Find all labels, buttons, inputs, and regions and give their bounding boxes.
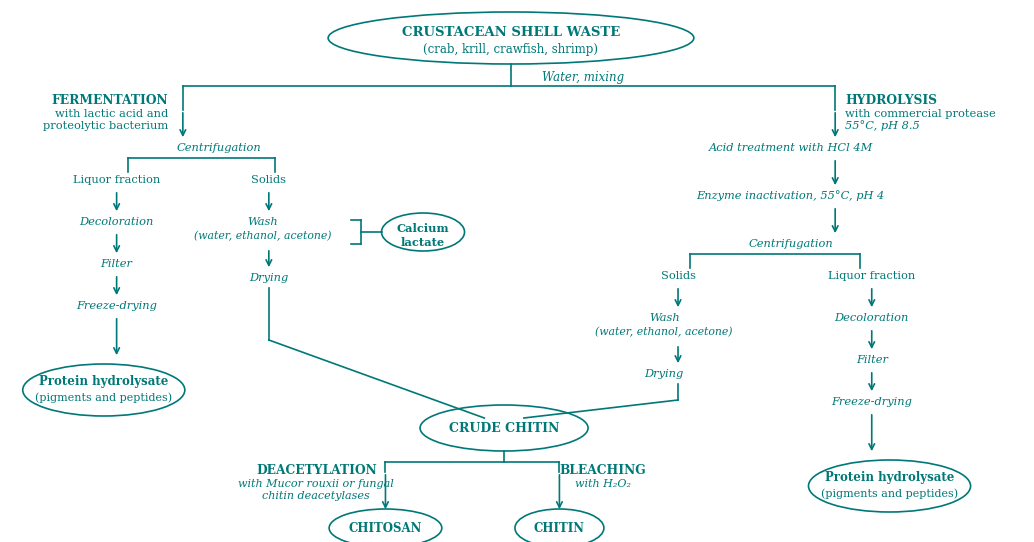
Text: with commercial protease: with commercial protease <box>845 109 996 119</box>
Text: Calcium: Calcium <box>397 223 450 234</box>
Text: proteolytic bacterium: proteolytic bacterium <box>42 121 168 131</box>
Text: DEACETYLATION: DEACETYLATION <box>255 463 376 476</box>
Text: Enzyme inactivation, 55°C, pH 4: Enzyme inactivation, 55°C, pH 4 <box>697 191 885 202</box>
Text: CRUSTACEAN SHELL WASTE: CRUSTACEAN SHELL WASTE <box>402 25 620 38</box>
Text: FERMENTATION: FERMENTATION <box>52 94 168 106</box>
Text: Protein hydrolysate: Protein hydrolysate <box>825 472 954 485</box>
Text: Freeze-drying: Freeze-drying <box>77 301 157 311</box>
Text: Centrifugation: Centrifugation <box>749 239 833 249</box>
Text: (water, ethanol, acetone): (water, ethanol, acetone) <box>194 231 332 241</box>
Text: Liquor fraction: Liquor fraction <box>828 271 915 281</box>
Text: Decoloration: Decoloration <box>834 313 909 323</box>
Text: Wash: Wash <box>247 217 278 227</box>
Text: Drying: Drying <box>249 273 288 283</box>
Text: CRUDE CHITIN: CRUDE CHITIN <box>449 422 559 435</box>
Text: Liquor fraction: Liquor fraction <box>73 175 160 185</box>
Text: (pigments and peptides): (pigments and peptides) <box>821 489 959 499</box>
Text: Protein hydrolysate: Protein hydrolysate <box>39 376 169 389</box>
Text: BLEACHING: BLEACHING <box>559 463 646 476</box>
Text: with Mucor rouxii or fungal: with Mucor rouxii or fungal <box>239 479 394 489</box>
Text: 55°C, pH 8.5: 55°C, pH 8.5 <box>845 120 920 132</box>
Text: Acid treatment with HCl 4M: Acid treatment with HCl 4M <box>708 143 873 153</box>
Text: CHITIN: CHITIN <box>534 521 585 534</box>
Text: with lactic acid and: with lactic acid and <box>55 109 168 119</box>
Text: HYDROLYSIS: HYDROLYSIS <box>845 94 937 106</box>
Text: Water, mixing: Water, mixing <box>542 72 625 85</box>
Text: Decoloration: Decoloration <box>80 217 154 227</box>
Text: Filter: Filter <box>856 355 888 365</box>
Text: (water, ethanol, acetone): (water, ethanol, acetone) <box>596 327 733 337</box>
Text: Wash: Wash <box>648 313 679 323</box>
Text: Freeze-drying: Freeze-drying <box>831 397 912 407</box>
Text: (pigments and peptides): (pigments and peptides) <box>35 393 173 403</box>
Text: (crab, krill, crawfish, shrimp): (crab, krill, crawfish, shrimp) <box>424 43 599 56</box>
Text: chitin deacetylases: chitin deacetylases <box>263 491 370 501</box>
Text: with H₂O₂: with H₂O₂ <box>575 479 631 489</box>
Text: Filter: Filter <box>100 259 132 269</box>
Text: Solids: Solids <box>661 271 696 281</box>
Text: Drying: Drying <box>644 369 683 379</box>
Text: CHITOSAN: CHITOSAN <box>348 521 422 534</box>
Text: Centrifugation: Centrifugation <box>177 143 262 153</box>
Text: Solids: Solids <box>251 175 286 185</box>
Text: lactate: lactate <box>401 236 445 248</box>
